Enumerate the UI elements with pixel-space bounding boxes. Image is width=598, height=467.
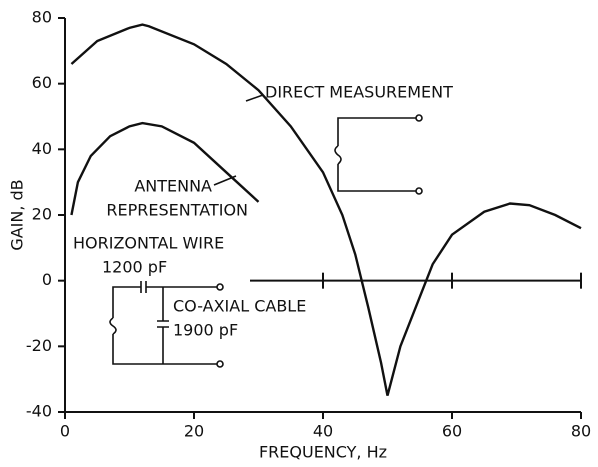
y-tick-label: -40 <box>26 402 52 421</box>
schematic <box>334 114 423 195</box>
leader <box>245 94 264 102</box>
annotation: 1200 pF <box>102 258 167 277</box>
series-line <box>70 121 260 216</box>
y-tick-label: 40 <box>32 139 52 158</box>
x-axis-label: FREQUENCY, Hz <box>259 443 387 462</box>
schematic <box>109 281 224 368</box>
y-tick-label: 60 <box>32 73 52 92</box>
annotation: ANTENNA <box>134 177 212 196</box>
annotation: 1900 pF <box>173 321 238 340</box>
annotation: CO-AXIAL CABLE <box>173 297 306 316</box>
annotation: REPRESENTATION <box>106 201 248 220</box>
annotation: DIRECT MEASUREMENT <box>265 83 453 102</box>
x-tick-label: 40 <box>313 422 333 441</box>
x-tick-label: 0 <box>60 422 70 441</box>
annotation: HORIZONTAL WIRE <box>73 234 224 253</box>
series-line <box>70 23 582 396</box>
y-tick-label: -20 <box>26 336 52 355</box>
x-tick-label: 80 <box>571 422 591 441</box>
y-axis-label: GAIN, dB <box>8 179 27 250</box>
x-tick-label: 60 <box>442 422 462 441</box>
x-tick-label: 20 <box>184 422 204 441</box>
y-tick-label: 80 <box>32 8 52 27</box>
y-tick-label: 20 <box>32 205 52 224</box>
y-tick-label: 0 <box>42 270 52 289</box>
